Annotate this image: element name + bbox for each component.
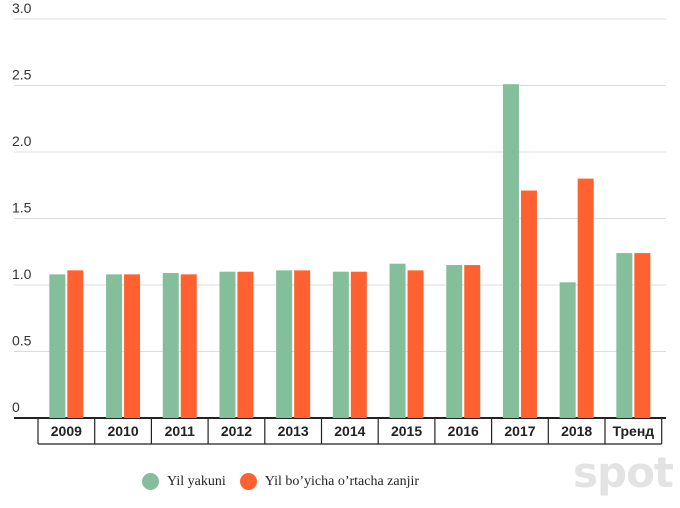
legend-label-ortacha-zanjir: Yil bo’yicha o’rtacha zanjir (264, 473, 420, 489)
bar-yil-yakuni (559, 282, 576, 418)
bar-yil-yakuni (616, 253, 633, 418)
x-tick-label: 2013 (278, 423, 309, 439)
bar-ortacha-zanjir (124, 274, 141, 418)
y-tick-label: 3.0 (12, 0, 32, 16)
bar-yil-yakuni (389, 263, 406, 418)
bar-ortacha-zanjir (407, 270, 424, 418)
y-tick-label: 2.5 (12, 67, 32, 83)
x-tick-label: 2018 (561, 423, 592, 439)
y-tick-label: 0.5 (12, 333, 32, 349)
x-tick-label: 2014 (334, 423, 365, 439)
legend-swatch-ortacha-zanjir (239, 473, 257, 490)
bar-yil-yakuni (446, 265, 463, 418)
bar-ortacha-zanjir (180, 274, 197, 418)
bar-ortacha-zanjir (634, 253, 651, 418)
x-tick-label: 2011 (165, 423, 196, 439)
bar-yil-yakuni (162, 273, 179, 418)
bar-ortacha-zanjir (350, 271, 367, 418)
x-tick-label: Тренд (612, 423, 654, 439)
bar-ortacha-zanjir (67, 270, 84, 418)
bar-ortacha-zanjir (237, 271, 254, 418)
bar-ortacha-zanjir (294, 270, 311, 418)
legend-item-ortacha-zanjir: Yil bo’yicha o’rtacha zanjir (239, 473, 420, 490)
legend-item-yil-yakuni: Yil yakuni (142, 473, 226, 490)
bar-yil-yakuni (49, 274, 66, 418)
bar-ortacha-zanjir (464, 265, 481, 418)
legend-label-yil-yakuni: Yil yakuni (167, 473, 226, 489)
x-tick-label: 2017 (504, 423, 535, 439)
x-tick-label: 2010 (107, 423, 138, 439)
x-tick-label: 2009 (51, 423, 82, 439)
y-tick-label: 0 (12, 399, 20, 415)
bar-ortacha-zanjir (520, 190, 537, 418)
legend: Yil yakuni Yil bo’yicha o’rtacha zanjir (142, 473, 433, 490)
y-tick-label: 2.0 (12, 133, 32, 149)
bar-yil-yakuni (332, 271, 349, 418)
x-tick-label: 2012 (221, 423, 252, 439)
x-tick-label: 2016 (448, 423, 479, 439)
bar-yil-yakuni (502, 84, 519, 419)
spot-watermark: spot (573, 448, 674, 497)
y-tick-label: 1.0 (12, 266, 32, 282)
bar-ortacha-zanjir (577, 178, 594, 418)
x-tick-label: 2015 (391, 423, 422, 439)
bar-yil-yakuni (106, 274, 123, 418)
legend-swatch-yil-yakuni (142, 473, 159, 490)
bar-yil-yakuni (276, 270, 293, 418)
bar-yil-yakuni (219, 271, 236, 418)
y-tick-label: 1.5 (12, 200, 32, 216)
